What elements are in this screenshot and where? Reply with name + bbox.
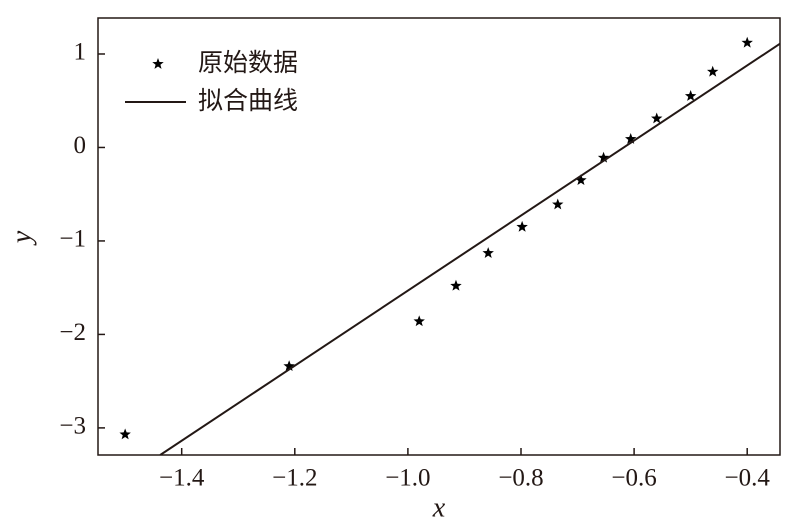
data-point: [413, 315, 425, 327]
y-tick-label: 1: [74, 39, 87, 66]
x-tick-label: −0.6: [611, 465, 656, 492]
data-point: [482, 247, 494, 258]
legend-label: 原始数据: [198, 48, 298, 77]
data-point: [597, 151, 610, 163]
data-point: [684, 90, 697, 101]
data-point: [516, 220, 528, 232]
y-tick-label: 0: [74, 132, 87, 159]
x-tick-label: −1.4: [159, 465, 205, 492]
x-tick-label: −1.0: [385, 465, 430, 492]
legend-marker: [152, 58, 164, 69]
x-tick-label: −1.2: [272, 465, 317, 492]
y-tick-label: −3: [59, 413, 86, 440]
y-tick-label: −1: [59, 226, 86, 253]
fit-line: [159, 42, 780, 455]
data-point: [552, 198, 564, 210]
data-point: [741, 36, 753, 48]
data-point: [119, 428, 131, 440]
data-point: [450, 279, 462, 291]
x-axis-label: x: [432, 492, 446, 523]
y-tick-label: −2: [59, 319, 86, 346]
data-point: [625, 133, 637, 144]
legend-label: 拟合曲线: [198, 86, 298, 115]
plot-frame: [97, 17, 781, 456]
plot-area: [119, 36, 780, 455]
x-tick-label: −0.8: [498, 465, 543, 492]
data-point: [651, 112, 663, 124]
x-tick-label: −0.4: [725, 465, 771, 492]
data-point: [575, 174, 587, 186]
y-axis-label: y: [6, 230, 37, 246]
data-point: [707, 65, 719, 77]
data-point: [283, 360, 295, 372]
